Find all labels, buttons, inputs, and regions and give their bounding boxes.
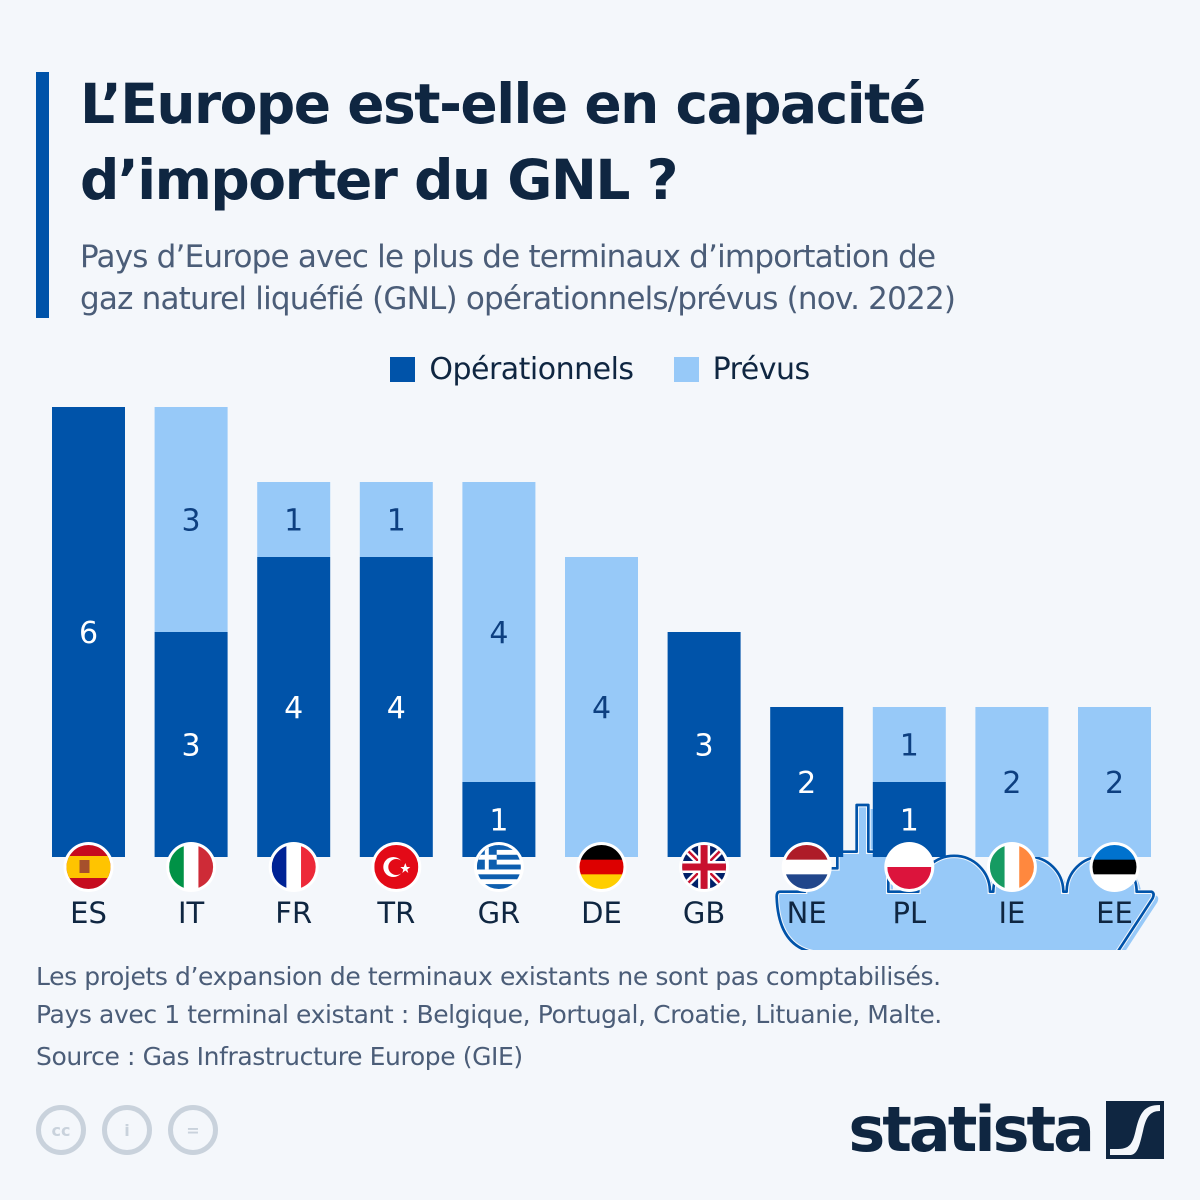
attribution-icon[interactable]: i bbox=[102, 1105, 152, 1155]
france-flag-icon bbox=[268, 842, 319, 892]
value-label-operational-ES: 6 bbox=[79, 616, 98, 651]
legend-label-operational: Opérationnels bbox=[429, 352, 634, 387]
value-label-planned-IE: 2 bbox=[1002, 766, 1021, 801]
value-label-planned-IT: 3 bbox=[182, 504, 201, 539]
title-accent-bar bbox=[36, 72, 49, 318]
chart-notes: Les projets d’expansion de terminaux exi… bbox=[36, 958, 942, 1076]
bar-operational-FR bbox=[257, 557, 331, 857]
value-label-operational-GB: 3 bbox=[695, 729, 714, 764]
value-label-planned-GR: 4 bbox=[489, 616, 508, 651]
ireland-flag-icon bbox=[986, 842, 1037, 892]
legend-item-planned: Prévus bbox=[673, 352, 811, 387]
bar-planned-TR bbox=[359, 482, 433, 557]
title-line-1: L’Europe est-elle en capacité bbox=[80, 72, 926, 136]
value-label-planned-FR: 1 bbox=[284, 504, 303, 539]
note-line-1: Les projets d’expansion de terminaux exi… bbox=[36, 962, 941, 991]
value-label-operational-TR: 4 bbox=[387, 691, 406, 726]
title-line-2: d’importer du GNL ? bbox=[80, 148, 679, 212]
x-tick-label-ES: ES bbox=[70, 896, 107, 930]
bar-operational-ES bbox=[52, 407, 125, 857]
creative-commons-icon[interactable]: cc bbox=[36, 1105, 86, 1155]
bar-operational-GB bbox=[667, 632, 741, 857]
italy-flag-icon bbox=[166, 842, 217, 892]
value-label-planned-EE: 2 bbox=[1105, 766, 1124, 801]
estonia-flag-icon bbox=[1089, 842, 1140, 892]
flags-group bbox=[63, 842, 1140, 892]
bar-planned-FR bbox=[257, 482, 331, 557]
bar-planned-PL bbox=[872, 707, 946, 782]
statista-logo[interactable]: statista bbox=[848, 1093, 1164, 1166]
bars-group: 6 3 3 4 1 4 1 1 4 4 3 2 1 1 2 2 bbox=[52, 407, 1151, 857]
subtitle-line-2: gaz naturel liquéfié (GNL) opérationnels… bbox=[80, 281, 956, 317]
value-label-planned-TR: 1 bbox=[387, 504, 406, 539]
x-tick-label-IT: IT bbox=[178, 896, 205, 930]
legend: Opérationnels Prévus bbox=[0, 352, 1200, 387]
bar-planned-EE bbox=[1078, 707, 1151, 857]
source-note: Source : Gas Infrastructure Europe (GIE) bbox=[36, 1042, 523, 1071]
bar-planned-IT bbox=[154, 407, 228, 632]
netherlands-flag-icon bbox=[781, 842, 832, 892]
bar-planned-DE bbox=[565, 557, 638, 857]
statista-wordmark: statista bbox=[848, 1093, 1095, 1166]
bar-planned-GR bbox=[462, 482, 536, 782]
bar-operational-NE bbox=[770, 707, 844, 857]
x-tick-label-NE: NE bbox=[787, 896, 827, 930]
x-tick-label-DE: DE bbox=[581, 896, 622, 930]
x-tick-label-EE: EE bbox=[1096, 896, 1133, 930]
bar-operational-TR bbox=[359, 557, 433, 857]
value-label-planned-DE: 4 bbox=[592, 691, 611, 726]
value-label-operational-NE: 2 bbox=[797, 766, 816, 801]
greece-flag-icon bbox=[473, 842, 524, 892]
subtitle-line-1: Pays d’Europe avec le plus de terminaux … bbox=[80, 239, 936, 275]
value-label-operational-FR: 4 bbox=[284, 691, 303, 726]
x-tick-label-FR: FR bbox=[275, 896, 312, 930]
stacked-bar-chart: 6 3 3 4 1 4 1 1 4 4 3 2 1 1 2 2 ES IT FR TR GR DE GB NE PL IE EE bbox=[52, 407, 1159, 950]
x-axis-labels: ES IT FR TR GR DE GB NE PL IE EE bbox=[70, 896, 1133, 930]
legend-swatch-planned bbox=[673, 357, 699, 382]
page-title: L’Europe est-elle en capacité d’importer… bbox=[80, 66, 1180, 218]
poland-flag-icon bbox=[884, 842, 935, 892]
uk-flag-icon bbox=[679, 842, 730, 892]
no-derivatives-icon[interactable]: = bbox=[168, 1105, 218, 1155]
statista-logo-icon bbox=[1106, 1101, 1164, 1159]
x-tick-label-GB: GB bbox=[683, 896, 725, 930]
note-line-2: Pays avec 1 terminal existant : Belgique… bbox=[36, 1000, 942, 1029]
germany-flag-icon bbox=[576, 842, 627, 892]
x-tick-label-GR: GR bbox=[478, 896, 521, 930]
legend-item-operational: Opérationnels bbox=[390, 352, 634, 387]
spain-flag-icon bbox=[63, 842, 114, 892]
license-icons: cc i = bbox=[36, 1105, 218, 1155]
subtitle: Pays d’Europe avec le plus de terminaux … bbox=[80, 236, 1190, 320]
legend-swatch-operational bbox=[390, 357, 416, 382]
turkey-flag-icon bbox=[371, 842, 422, 892]
x-tick-label-PL: PL bbox=[892, 896, 926, 930]
value-label-operational-GR: 1 bbox=[489, 804, 508, 839]
value-label-operational-PL: 1 bbox=[900, 804, 919, 839]
bar-planned-IE bbox=[975, 707, 1049, 857]
x-tick-label-TR: TR bbox=[376, 896, 415, 930]
value-label-operational-IT: 3 bbox=[182, 729, 201, 764]
bar-operational-IT bbox=[154, 632, 228, 857]
legend-label-planned: Prévus bbox=[712, 352, 811, 387]
x-tick-label-IE: IE bbox=[998, 896, 1025, 930]
value-label-planned-PL: 1 bbox=[900, 729, 919, 764]
